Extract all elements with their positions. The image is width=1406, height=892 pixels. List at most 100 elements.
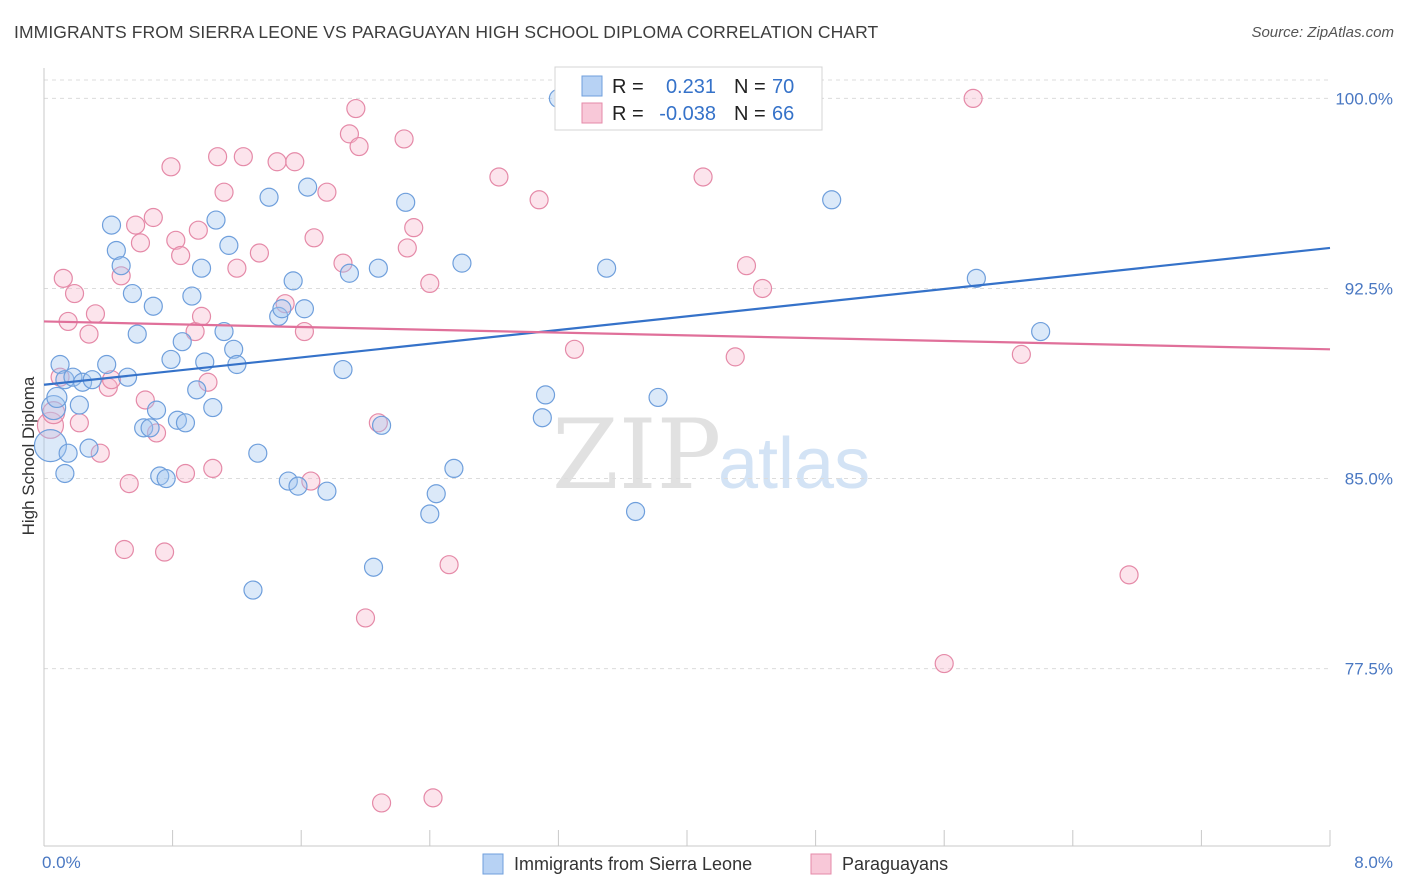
sierra-leone-point: [339, 263, 360, 283]
sierra-leone-point: [420, 504, 440, 524]
sierra-leone-point: [219, 235, 239, 255]
paraguayans-point: [101, 370, 122, 390]
paraguayans-point: [227, 258, 247, 278]
stats-pink-r-value: -0.038: [659, 103, 716, 125]
sierra-leone-point: [46, 386, 68, 409]
sierra-leone-point: [33, 428, 68, 463]
paraguayans-point: [203, 458, 223, 479]
paraguayans-point: [333, 253, 353, 273]
stats-pink-r-label: R =: [612, 103, 644, 125]
paraguayans-point: [53, 268, 73, 288]
sierra-leone-point: [79, 438, 99, 458]
sierra-leone-point: [535, 385, 556, 405]
sierra-leone-point: [134, 418, 154, 438]
paraguayans-point: [126, 215, 146, 235]
sierra-leone-point: [69, 395, 89, 415]
sierra-leone-point: [182, 286, 202, 306]
paraguayans-point: [275, 294, 295, 314]
sierra-leone-point: [50, 354, 70, 375]
sierra-leone-point: [278, 471, 298, 491]
paraguayans-point: [166, 230, 186, 250]
sierra-leone-point: [143, 296, 163, 316]
stats-blue-r-value: 0.231: [666, 76, 716, 98]
paraguayans-point: [214, 182, 234, 202]
paraguayans-point: [143, 207, 163, 228]
sierra-leone-point: [1031, 321, 1051, 342]
paraguayans-point: [294, 321, 315, 342]
paraguayans-point: [349, 136, 369, 157]
sierra-leone-point: [140, 418, 160, 438]
paraguayans-point: [146, 423, 167, 443]
sierra-leone-point: [426, 484, 446, 504]
legend: Immigrants from Sierra Leone Paraguayans: [482, 853, 948, 875]
sierra-leone-point: [106, 240, 126, 261]
y-axis-label: High School Diploma: [19, 376, 38, 535]
paraguayans-point: [233, 147, 253, 167]
chart-source: Source: ZipAtlas.com: [1251, 24, 1394, 41]
sierra-leone-point: [224, 339, 244, 359]
sierra-leone-point: [206, 210, 226, 230]
paraguayans-point: [191, 306, 212, 326]
paraguayans-point: [420, 273, 440, 294]
sierra-leone-point: [146, 400, 167, 420]
paraguayans-point: [267, 152, 287, 172]
sierra-leone-point: [214, 321, 234, 342]
paraguayans-point: [161, 157, 181, 177]
paraguayans-point: [304, 228, 324, 248]
sierra-leone-point: [822, 190, 842, 210]
paraguayans-point: [368, 413, 388, 433]
paraguayans-point: [130, 233, 151, 253]
sierra-leone-point: [298, 177, 318, 197]
sierra-leone-point: [187, 380, 207, 400]
sierra-leone-point: [101, 215, 122, 235]
paraguayans-point: [285, 152, 305, 172]
paraguayans-point: [90, 443, 110, 463]
sierra-leone-point: [111, 256, 131, 276]
legend-pink-label: Paraguayans: [842, 854, 948, 874]
paraguayans-point: [934, 653, 954, 674]
paraguayans-point: [114, 539, 134, 560]
paraguayans-point: [346, 98, 366, 119]
sierra-leone-point: [122, 283, 143, 304]
paraguayans-point: [404, 218, 424, 238]
sierra-leone-trend-line: [43, 246, 1331, 386]
watermark-atlas: atlas: [718, 424, 870, 504]
sierra-leone-point: [203, 397, 223, 418]
x-tick-label-min: 0.0%: [42, 853, 81, 872]
sierra-leone-point: [288, 476, 308, 496]
sierra-leone-point: [452, 253, 472, 273]
x-tick-label-max: 8.0%: [1354, 853, 1393, 872]
sierra-leone-point: [127, 324, 147, 344]
sierra-leone-points: [33, 88, 1051, 600]
sierra-leone-point: [259, 187, 279, 207]
y-axis-tick-labels: 77.5% 85.0% 92.5% 100.0%: [1335, 89, 1393, 678]
legend-blue-swatch: [482, 853, 504, 875]
y-tick-label: 100.0%: [1335, 89, 1393, 108]
paraguayans-point: [154, 542, 175, 562]
sierra-leone-point: [625, 501, 646, 522]
paraguayans-point: [85, 304, 106, 324]
paraguayans-point: [693, 167, 713, 187]
sierra-leone-point: [371, 415, 392, 435]
paraguayans-point: [1011, 344, 1031, 364]
chart-title: IMMIGRANTS FROM SIERRA LEONE VS PARAGUAY…: [14, 22, 879, 42]
sierra-leone-point: [532, 408, 552, 428]
legend-blue-label: Immigrants from Sierra Leone: [514, 854, 752, 874]
sierra-leone-point: [97, 354, 117, 375]
paraguayans-point: [489, 167, 509, 187]
paraguayans-point: [301, 471, 321, 491]
sierra-leone-point: [191, 258, 212, 278]
sierra-leone-point: [648, 387, 668, 408]
paraguayans-point: [69, 413, 89, 433]
sierra-leone-point: [333, 359, 353, 380]
paraguayans-trend-line: [43, 320, 1331, 351]
sierra-leone-point: [283, 271, 303, 291]
sierra-leone-point: [363, 557, 384, 577]
paraguayans-point: [198, 372, 218, 392]
y-tick-label: 92.5%: [1345, 279, 1393, 298]
paraguayans-point: [355, 608, 376, 628]
paraguayans-point: [397, 238, 417, 258]
gridlines: [44, 79, 1330, 670]
paraguayans-point: [963, 88, 983, 109]
